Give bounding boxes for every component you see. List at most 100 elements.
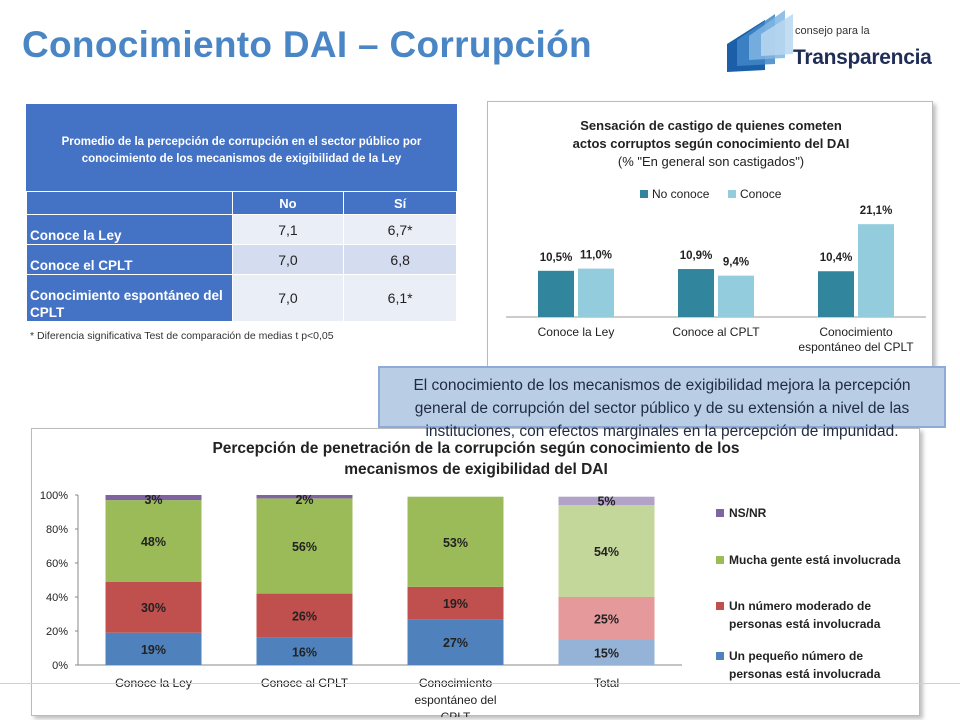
cplt-logo: consejo para la Transparencia: [725, 10, 932, 78]
legend-label: No conoce: [652, 187, 710, 201]
data-label: 56%: [292, 540, 317, 554]
table-header-cell-no: No: [231, 191, 345, 215]
data-label: 11,0%: [580, 250, 612, 262]
chart-penetration: Percepción de penetración de la corrupci…: [40, 440, 901, 720]
data-label: 2%: [295, 493, 313, 507]
data-label: 30%: [141, 601, 166, 615]
x-tick-label: Conocimiento: [819, 325, 893, 339]
table-row: Conoce la Ley 7,1 6,7*: [26, 214, 457, 245]
table-cell: 6,8: [343, 244, 457, 275]
table-row: Conocimiento espontáneo del CPLT 7,0 6,1…: [26, 274, 457, 322]
table-cell: 7,0: [231, 244, 345, 275]
table-cell: 6,1*: [343, 274, 457, 322]
data-label: 9,4%: [723, 257, 749, 269]
data-label: 48%: [141, 535, 166, 549]
bar-no-conoce: [818, 271, 854, 317]
y-tick-label: 60%: [46, 558, 68, 570]
data-label: 15%: [594, 646, 619, 660]
table-footnote: * Diferencia significativa Test de compa…: [30, 330, 334, 342]
stack-segment: [256, 593, 353, 638]
bar-conoce: [578, 268, 614, 317]
legend-swatch: [640, 190, 648, 198]
logo-line1: consejo para la: [795, 25, 870, 37]
logo-line2: Transparencia: [793, 46, 932, 69]
stack-segment: [558, 597, 655, 640]
logo-mark-icon: [727, 10, 793, 72]
legend-swatch: [716, 556, 724, 564]
legend-label: Un pequeño número de: [729, 649, 863, 663]
y-tick-label: 40%: [46, 592, 68, 604]
stack-segment: [558, 505, 655, 597]
data-label: 16%: [292, 645, 317, 659]
chart-punishment: Sensación de castigo de quienes cometen a…: [506, 118, 926, 354]
legend-label: Un número moderado de: [729, 599, 871, 613]
table-cell: 7,1: [231, 214, 345, 245]
stack-segment: [558, 496, 655, 506]
legend-swatch: [716, 602, 724, 610]
stack-segment: [256, 498, 353, 594]
chart-title: mecanismos de exigibilidad del DAI: [344, 461, 608, 478]
table-header-cell-empty: [26, 191, 233, 215]
perception-table: No Sí Conoce la Ley 7,1 6,7* Conoce el C…: [26, 191, 457, 322]
table-title: Promedio de la percepción de corrupción …: [26, 104, 457, 191]
y-tick-label: 100%: [40, 490, 68, 502]
data-label: 10,9%: [680, 250, 713, 262]
legend-label: Conoce: [740, 187, 782, 201]
stack-segment: [105, 581, 202, 633]
data-label: 54%: [594, 545, 619, 559]
chart-penetration-panel: Percepción de penetración de la corrupci…: [31, 428, 920, 720]
bar-no-conoce: [678, 269, 714, 317]
y-tick-label: 0%: [52, 660, 68, 672]
data-label: 5%: [597, 495, 615, 509]
stack-segment: [105, 495, 202, 501]
table-row-label: Conoce el CPLT: [26, 244, 233, 275]
y-tick-label: 20%: [46, 626, 68, 638]
table-cell: 7,0: [231, 274, 345, 322]
table-row: Conoce el CPLT 7,0 6,8: [26, 244, 457, 275]
y-tick-label: 80%: [46, 524, 68, 536]
data-label: 21,1%: [860, 205, 893, 217]
chart-punishment-panel: Sensación de castigo de quienes cometen a…: [487, 101, 933, 369]
table-cell: 6,7*: [343, 214, 457, 245]
stack-segment: [407, 496, 504, 587]
legend-swatch: [716, 652, 724, 660]
data-label: 25%: [594, 612, 619, 626]
bar-conoce: [718, 275, 754, 317]
table-row-label: Conoce la Ley: [26, 214, 233, 245]
x-tick-label: espontáneo del CPLT: [798, 340, 914, 354]
chart-title: Sensación de castigo de quienes cometen: [580, 118, 842, 133]
table-header-cell-si: Sí: [343, 191, 457, 215]
stack-segment: [105, 632, 202, 665]
data-label: 27%: [443, 636, 468, 650]
legend-swatch: [728, 190, 736, 198]
table-row-label: Conocimiento espontáneo del CPLT: [26, 274, 233, 322]
x-tick-label: Conoce la Ley: [538, 325, 615, 339]
data-label: 3%: [144, 493, 162, 507]
table-header-row: No Sí: [26, 191, 457, 215]
legend-label: NS/NR: [729, 506, 767, 520]
data-label: 53%: [443, 536, 468, 550]
stack-segment: [407, 586, 504, 620]
stack-segment: [256, 637, 353, 665]
legend-label: personas está involucrada: [729, 617, 881, 631]
x-tick-label: espontáneo del: [414, 693, 496, 707]
data-label: 10,5%: [540, 252, 573, 264]
data-label: 19%: [141, 643, 166, 657]
bar-conoce: [858, 224, 894, 317]
data-label: 19%: [443, 597, 468, 611]
legend-swatch: [716, 509, 724, 517]
page-title: Conocimiento DAI – Corrupción: [22, 24, 592, 65]
data-label: 10,4%: [820, 252, 853, 264]
footer-divider: [0, 683, 960, 684]
chart-subtitle: (% "En general son castigados"): [618, 154, 804, 169]
stack-segment: [105, 500, 202, 582]
data-label: 26%: [292, 610, 317, 624]
stack-segment: [256, 495, 353, 499]
chart-title: actos corruptos según conocimiento del D…: [573, 136, 850, 151]
x-tick-label: Conoce al CPLT: [672, 325, 760, 339]
stack-segment: [558, 639, 655, 665]
legend-label: personas está involucrada: [729, 667, 881, 681]
x-tick-label: CPLT: [441, 710, 471, 717]
chart-title: Percepción de penetración de la corrupci…: [212, 440, 739, 457]
bar-no-conoce: [538, 270, 574, 317]
